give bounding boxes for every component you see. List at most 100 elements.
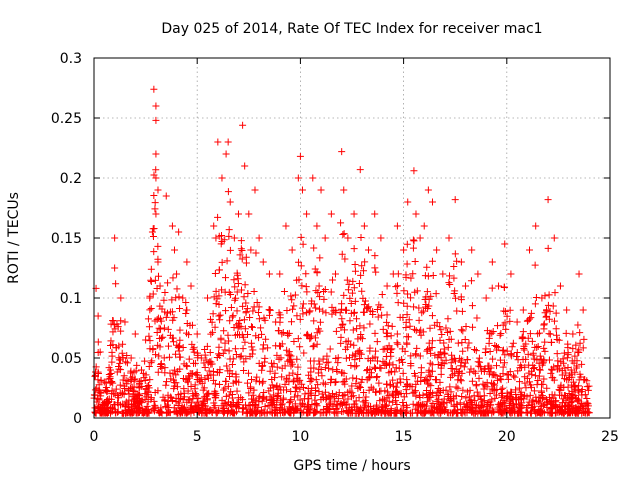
data-point-cloud xyxy=(428,337,436,345)
data-point-cloud xyxy=(473,314,481,322)
data-point-cloud xyxy=(94,369,102,377)
data-point-cloud xyxy=(342,354,350,362)
data-point-cloud xyxy=(567,366,575,374)
data-point-cloud xyxy=(540,344,548,352)
data-point-cloud xyxy=(108,358,116,366)
data-point-cloud xyxy=(148,357,156,365)
data-point-cloud xyxy=(221,339,229,347)
data-point-cloud xyxy=(235,319,243,327)
data-point-cloud xyxy=(287,318,295,326)
data-point-cloud xyxy=(248,323,256,331)
data-point-cloud xyxy=(494,404,502,412)
data-point-cloud xyxy=(242,309,250,317)
data-point-cloud xyxy=(395,364,403,372)
data-point-cloud xyxy=(572,404,580,412)
data-point-cloud xyxy=(201,351,209,359)
data-point-cloud xyxy=(258,366,266,374)
data-point-cloud xyxy=(383,318,391,326)
data-point-cloud xyxy=(213,368,221,376)
data-point-cloud xyxy=(312,384,320,392)
data-point-cloud xyxy=(226,246,234,254)
data-point-cloud xyxy=(311,409,319,417)
data-point-cloud xyxy=(255,398,263,406)
data-point-cloud xyxy=(546,307,554,315)
data-point-cloud xyxy=(278,373,286,381)
data-point xyxy=(532,222,540,230)
data-point-cloud xyxy=(169,274,177,282)
data-point-cloud xyxy=(304,384,312,392)
data-point-cloud xyxy=(451,287,459,295)
data-point-cloud xyxy=(389,376,397,384)
data-point-cloud xyxy=(379,325,387,333)
data-point-cloud xyxy=(408,383,416,391)
data-point-cloud xyxy=(175,347,183,355)
data-point-cloud xyxy=(146,345,154,353)
data-point-cloud xyxy=(358,287,366,295)
data-point-cloud xyxy=(544,244,552,252)
data-point-cloud xyxy=(515,384,523,392)
data-point-cloud xyxy=(501,359,509,367)
data-point xyxy=(179,294,187,302)
data-point-cloud xyxy=(159,393,167,401)
data-point-cloud xyxy=(267,384,275,392)
data-point-cloud xyxy=(148,228,156,236)
data-point-cloud xyxy=(244,290,252,298)
data-point-cloud xyxy=(562,329,570,337)
data-point-cloud xyxy=(541,347,549,355)
data-point-cloud xyxy=(425,390,433,398)
data-point-cloud xyxy=(276,314,284,322)
data-point-cloud xyxy=(518,395,526,403)
data-point-cloud xyxy=(233,269,241,277)
data-point-cloud xyxy=(303,330,311,338)
data-point-cloud xyxy=(419,307,427,315)
data-point xyxy=(152,174,160,182)
data-point-cloud xyxy=(210,399,218,407)
data-point-cloud xyxy=(358,335,366,343)
data-point-cloud xyxy=(189,390,197,398)
data-point xyxy=(137,366,145,374)
x-axis-label: GPS time / hours xyxy=(293,458,410,474)
data-point-cloud xyxy=(185,355,193,363)
data-point-cloud xyxy=(378,407,386,415)
data-point xyxy=(255,234,263,242)
data-point-cloud xyxy=(119,376,127,384)
data-point xyxy=(152,116,160,124)
data-point-cloud xyxy=(415,304,423,312)
data-point-cloud xyxy=(321,286,329,294)
data-point-cloud xyxy=(193,398,201,406)
data-point-cloud xyxy=(302,270,310,278)
data-point-cloud xyxy=(379,358,387,366)
data-point-cloud xyxy=(120,372,128,380)
data-point-cloud xyxy=(214,406,222,414)
data-point-cloud xyxy=(485,334,493,342)
data-point-cloud xyxy=(409,236,417,244)
data-point-cloud xyxy=(536,329,544,337)
data-point-cloud xyxy=(252,249,260,257)
data-point-cloud xyxy=(358,262,366,270)
data-point-cloud xyxy=(174,383,182,391)
x-tick-label: 5 xyxy=(193,429,202,445)
data-point-cloud xyxy=(445,335,453,343)
data-point-cloud xyxy=(450,262,458,270)
data-point-cloud xyxy=(156,408,164,416)
data-point-cloud xyxy=(404,290,412,298)
data-point-cloud xyxy=(347,309,355,317)
data-point-cloud xyxy=(315,282,323,290)
data-point-cloud xyxy=(272,409,280,417)
data-point-cloud xyxy=(496,331,504,339)
data-point-cloud xyxy=(486,389,494,397)
data-point xyxy=(344,234,352,242)
data-point xyxy=(482,294,490,302)
data-point-cloud xyxy=(468,377,476,385)
data-point-cloud xyxy=(402,386,410,394)
data-point-cloud xyxy=(412,392,420,400)
data-point-cloud xyxy=(387,368,395,376)
data-point-cloud xyxy=(403,240,411,248)
data-point-cloud xyxy=(559,359,567,367)
data-point xyxy=(303,210,311,218)
data-point-cloud xyxy=(454,408,462,416)
data-point-cloud xyxy=(259,393,267,401)
x-tick-label: 20 xyxy=(498,429,516,445)
data-point-cloud xyxy=(344,337,352,345)
data-point-cloud xyxy=(311,396,319,404)
